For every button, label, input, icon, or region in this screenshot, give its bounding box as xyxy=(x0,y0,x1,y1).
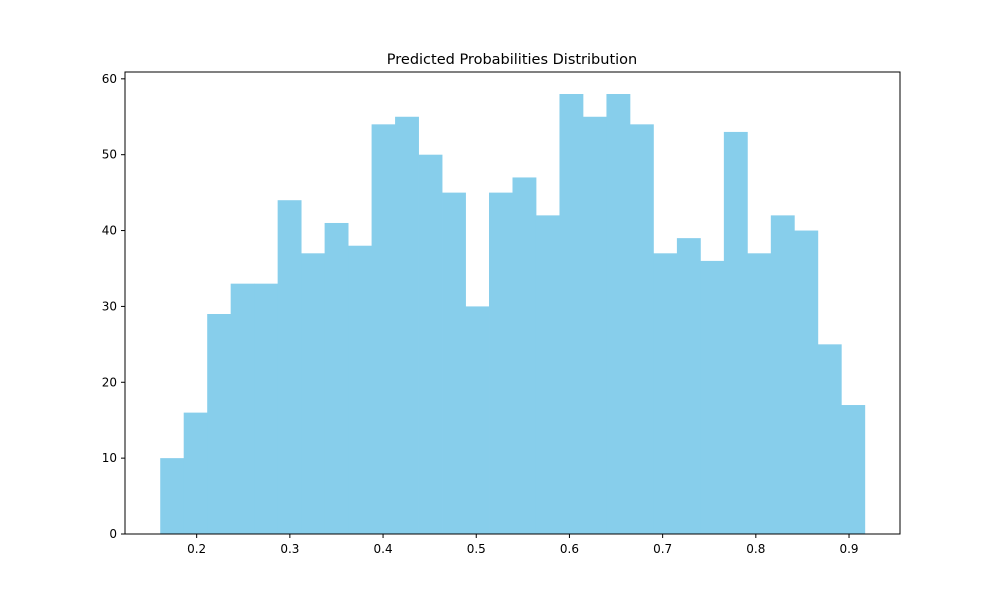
y-tick-label: 0 xyxy=(109,527,117,541)
histogram-bar xyxy=(418,154,443,534)
histogram-bar xyxy=(442,192,466,534)
x-tick-label: 0.6 xyxy=(560,542,579,556)
histogram-bar xyxy=(183,412,208,534)
x-tick-label: 0.5 xyxy=(467,542,486,556)
y-tick-label: 40 xyxy=(102,224,117,238)
y-tick-label: 10 xyxy=(102,451,117,465)
histogram-bar xyxy=(817,344,842,534)
histogram-bar xyxy=(841,405,866,534)
histogram-bar xyxy=(770,215,795,534)
histogram-bar xyxy=(301,253,326,534)
y-tick-label: 50 xyxy=(102,148,117,162)
x-tick-label: 0.9 xyxy=(839,542,858,556)
x-tick-label: 0.2 xyxy=(187,542,206,556)
histogram-bar xyxy=(371,124,396,534)
histogram-bar xyxy=(160,458,185,534)
y-tick-label: 60 xyxy=(102,72,117,86)
x-tick-label: 0.3 xyxy=(280,542,299,556)
y-tick-label: 30 xyxy=(102,299,117,313)
y-axis: 0 10 20 30 40 50 60 xyxy=(102,72,125,541)
histogram-bar xyxy=(582,116,607,534)
histogram-bar xyxy=(489,192,513,534)
histogram-bar xyxy=(512,177,537,534)
histogram-bar xyxy=(277,200,302,534)
chart-title: Predicted Probabilities Distribution xyxy=(387,52,637,68)
histogram-bar xyxy=(700,260,725,534)
histogram-bar xyxy=(324,222,349,534)
histogram-bar xyxy=(747,253,772,534)
y-tick-label: 20 xyxy=(102,375,117,389)
bars-group xyxy=(160,94,866,535)
histogram-bar xyxy=(629,124,654,534)
histogram-bar xyxy=(395,116,419,534)
histogram-bar xyxy=(465,306,490,534)
histogram-bar xyxy=(559,94,584,534)
histogram-bar xyxy=(230,283,255,534)
histogram-bar xyxy=(723,131,748,534)
plot-frame xyxy=(124,71,901,535)
x-tick-label: 0.4 xyxy=(374,542,393,556)
histogram-bar xyxy=(535,215,560,534)
x-axis: 0.2 0.3 0.4 0.5 0.6 0.7 0.8 0.9 xyxy=(187,534,859,556)
x-tick-label: 0.7 xyxy=(653,542,672,556)
histogram-bar xyxy=(606,94,631,534)
histogram-bar xyxy=(348,245,372,534)
histogram-bar xyxy=(254,283,279,534)
histogram-bar xyxy=(653,253,678,534)
histogram-bar xyxy=(676,238,701,534)
histogram-bar xyxy=(207,314,232,534)
histogram-bar xyxy=(794,230,819,535)
x-tick-label: 0.8 xyxy=(746,542,765,556)
